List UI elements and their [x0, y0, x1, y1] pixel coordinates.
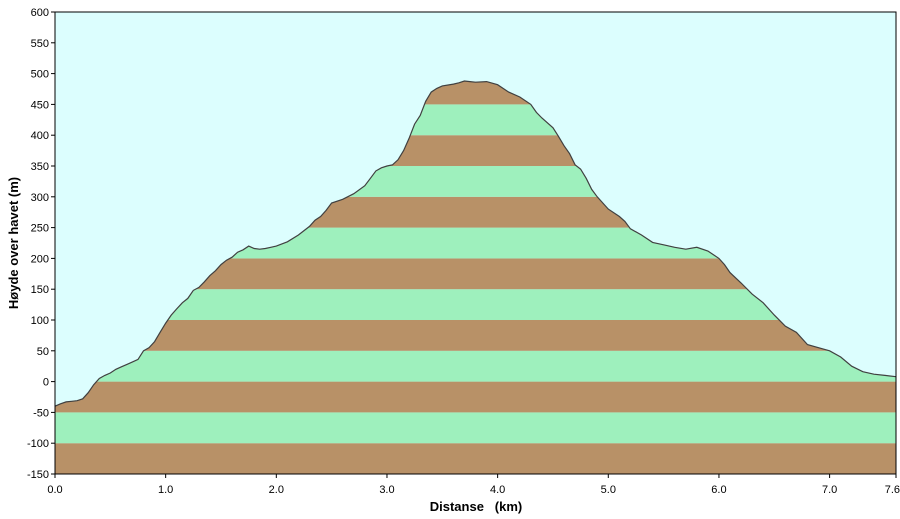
y-axis-ticks: 600550500450400350300250200150100500-50-… [27, 7, 55, 481]
x-tick-label: 6.0 [711, 484, 726, 496]
plot-frame [54, 11, 897, 475]
x-axis-ticks: 0.0 1.0 2.0 3.0 4.0 5.0 6.0 7.0 7.6 [47, 474, 900, 496]
y-tick-label: 400 [31, 130, 49, 142]
x-tick-label: 3.0 [379, 484, 394, 496]
y-tick-label: 200 [31, 253, 49, 265]
x-tick-label: 0.0 [47, 484, 62, 496]
y-tick-label: 250 [31, 223, 49, 235]
y-axis-title: Høyde over havet (m) [6, 177, 21, 309]
elevation-band [55, 350, 896, 382]
y-tick-label: 350 [31, 161, 49, 173]
x-tick-label: 2.0 [269, 484, 284, 496]
y-tick-label: 100 [31, 315, 49, 327]
elevation-band [55, 443, 896, 474]
y-tick-label: 500 [31, 69, 49, 81]
y-tick-label: 600 [31, 7, 49, 19]
y-tick-label: 50 [37, 346, 49, 358]
x-tick-label: 4.0 [490, 484, 505, 496]
elevation-band [55, 320, 896, 351]
y-tick-label: 150 [31, 284, 49, 296]
x-tick-label: 7.6 [885, 484, 900, 496]
y-tick-label: 0 [43, 377, 49, 389]
y-tick-label: 300 [31, 192, 49, 204]
y-tick-label: -50 [33, 407, 49, 419]
y-tick-label: -150 [27, 469, 49, 481]
elevation-band [55, 412, 896, 444]
x-axis-title: Distanse (km) [430, 499, 522, 514]
elevation-profile-line [55, 80, 896, 407]
elevation-band [55, 381, 896, 413]
y-tick-label: -100 [27, 438, 49, 450]
x-tick-label: 1.0 [158, 484, 173, 496]
x-tick-label: 7.0 [822, 484, 837, 496]
y-tick-label: 450 [31, 99, 49, 111]
y-tick-label: 550 [31, 38, 49, 50]
x-tick-label: 5.0 [601, 484, 616, 496]
